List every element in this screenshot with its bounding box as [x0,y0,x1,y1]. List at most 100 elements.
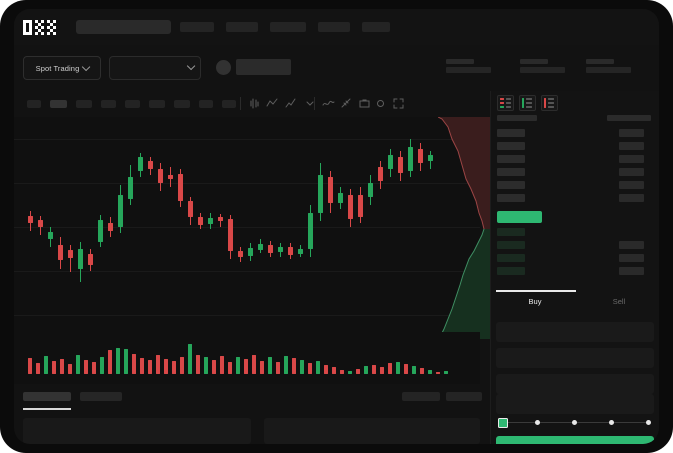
fullscreen-icon[interactable] [392,97,405,110]
search-input[interactable] [76,20,171,34]
line-chart-icon[interactable] [322,97,335,110]
timeframe-button-1[interactable] [27,100,41,108]
orderbook-bid-row[interactable] [497,241,525,249]
indicators-icon[interactable] [266,97,279,110]
orderbook-ask-row[interactable] [497,168,525,176]
orderbook-mode-asks[interactable] [541,95,558,111]
candle-body [368,183,373,197]
buy-submit-button[interactable] [496,436,654,444]
spot-trading-label: Spot Trading [35,63,80,73]
slider-stop-75[interactable] [609,419,614,425]
orderbook-mode-both[interactable] [497,95,514,111]
amount-field[interactable] [496,374,654,394]
volume-bar-6 [68,364,72,374]
candle-wick [70,245,71,272]
volume-bar-49 [412,366,416,374]
timeframe-button-3[interactable] [76,100,92,108]
candle-body [288,247,293,255]
nav-item-5[interactable] [362,22,390,32]
volume-bar-37 [316,361,320,374]
candle-body [68,250,73,258]
orderbook-bid-row[interactable] [497,228,525,236]
candle-body [348,195,353,219]
orderbook-bid-row[interactable] [497,254,525,262]
orderbook-mode-bids[interactable] [519,95,536,111]
orderbook-spread-highlight [497,211,542,223]
orderbook-ask-row[interactable] [497,142,525,150]
timeframe-button-6[interactable] [149,100,165,108]
order-panel-right[interactable] [264,418,480,444]
orderbook-ask-size [619,168,644,176]
orderbook-ask-size [619,194,644,202]
slider-handle[interactable] [498,418,508,428]
volume-bar-41 [348,371,352,374]
volume-bar-4 [52,361,56,374]
orderbook-bid-row[interactable] [497,267,525,275]
top-navigation-bar [14,9,659,45]
toolbar-divider [240,97,241,110]
orderbook-ask-size [619,129,644,137]
timeframe-button-4[interactable] [101,100,116,108]
compare-icon[interactable] [284,97,297,110]
nav-item-1[interactable] [180,22,214,32]
gridline [14,227,480,228]
total-field[interactable] [496,394,654,414]
volume-bar-17 [156,355,160,374]
candlestick-chart[interactable] [14,117,480,332]
volume-bar-7 [76,355,80,374]
orderbook-ask-row[interactable] [497,194,525,202]
timeframe-button-5[interactable] [125,100,140,108]
timeframe-button-2[interactable] [50,100,67,108]
candle-body [108,223,113,231]
okx-logo-icon[interactable] [23,20,65,35]
orderbook-ask-size [619,155,644,163]
nav-item-2[interactable] [226,22,258,32]
amount-slider[interactable] [498,417,652,428]
last-price-value [236,59,291,75]
candle-body [38,220,43,227]
volume-chart [14,332,480,384]
timeframe-button-8[interactable] [199,100,213,108]
price-field[interactable] [496,348,654,368]
settings-gear-icon[interactable] [374,97,387,110]
bottom-control-1[interactable] [402,392,440,401]
slider-stop-50[interactable] [572,419,577,425]
spot-trading-selector[interactable]: Spot Trading [23,56,101,80]
orderbook-ask-row[interactable] [497,181,525,189]
chevron-down-icon[interactable] [304,97,317,110]
candle-body [168,175,173,179]
order-type-field[interactable] [496,322,654,342]
candle-body [398,157,403,173]
volume-bar-45 [380,367,384,374]
volume-bar-20 [180,357,184,374]
col-price [497,115,537,121]
volume-bar-11 [108,350,112,374]
col-amount [607,115,651,121]
candle-body [278,247,283,252]
bottom-control-2[interactable] [446,392,482,401]
volume-bar-5 [60,359,64,374]
active-tab-underline [23,408,71,410]
volume-bar-35 [300,360,304,374]
order-panel-left[interactable] [23,418,251,444]
slider-stop-100[interactable] [646,419,651,425]
volume-bar-19 [172,361,176,374]
tab-sell[interactable]: Sell [612,297,626,306]
slider-stop-25[interactable] [535,419,540,425]
nav-item-3[interactable] [270,22,306,32]
tab-buy[interactable]: Buy [528,297,542,306]
volume-bar-10 [100,357,104,374]
orderbook-bid-size [619,241,644,249]
volume-bar-25 [220,356,224,374]
orderbook-ask-row[interactable] [497,129,525,137]
timeframe-button-9[interactable] [222,100,236,108]
timeframe-button-7[interactable] [174,100,190,108]
ruler-icon[interactable] [340,97,353,110]
trading-pair-select[interactable] [109,56,201,80]
candlestick-type-icon[interactable] [248,97,261,110]
nav-item-4[interactable] [318,22,350,32]
camera-icon[interactable] [358,97,371,110]
orderbook-ask-row[interactable] [497,155,525,163]
tab-open-orders[interactable] [23,392,71,401]
tab-order-history[interactable] [80,392,122,401]
